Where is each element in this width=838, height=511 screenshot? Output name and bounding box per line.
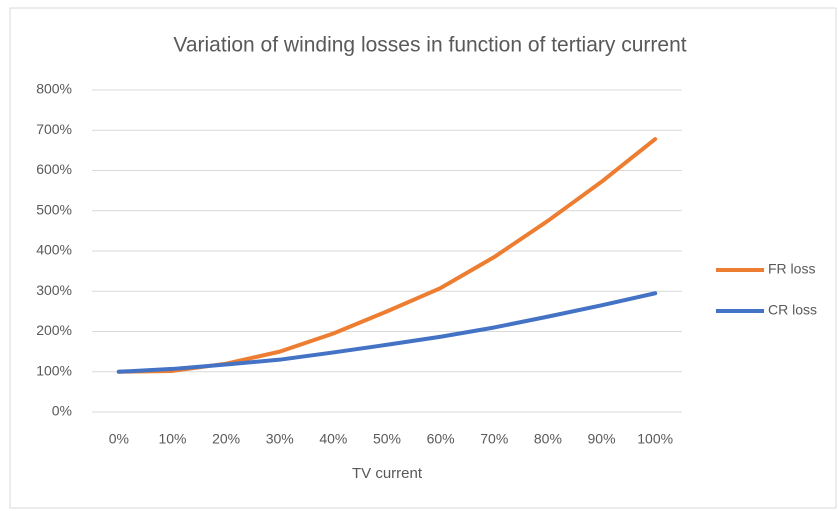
chart-frame bbox=[9, 7, 837, 509]
y-tick-label: 800% bbox=[36, 81, 72, 97]
x-tick-label: 50% bbox=[373, 431, 401, 447]
y-tick-label: 500% bbox=[36, 201, 72, 217]
y-tick-label: 600% bbox=[36, 161, 72, 177]
x-tick-label: 0% bbox=[109, 431, 129, 447]
y-tick-label: 300% bbox=[36, 282, 72, 298]
legend-label: CR loss bbox=[768, 302, 817, 318]
x-tick-label: 30% bbox=[266, 431, 294, 447]
x-tick-label: 80% bbox=[534, 431, 562, 447]
x-tick-label: 40% bbox=[319, 431, 347, 447]
x-tick-label: 60% bbox=[427, 431, 455, 447]
y-tick-label: 200% bbox=[36, 322, 72, 338]
x-tick-label: 90% bbox=[588, 431, 616, 447]
y-tick-label: 0% bbox=[52, 403, 72, 419]
legend-label: FR loss bbox=[768, 261, 815, 277]
y-tick-label: 100% bbox=[36, 362, 72, 378]
x-tick-label: 70% bbox=[480, 431, 508, 447]
x-axis-label: TV current bbox=[352, 465, 423, 482]
y-tick-label: 700% bbox=[36, 121, 72, 137]
x-tick-label: 20% bbox=[212, 431, 240, 447]
x-tick-label: 10% bbox=[158, 431, 186, 447]
y-tick-label: 400% bbox=[36, 242, 72, 258]
chart-title: Variation of winding losses in function … bbox=[173, 34, 686, 57]
series-line bbox=[116, 291, 658, 374]
x-tick-label: 100% bbox=[637, 431, 673, 447]
